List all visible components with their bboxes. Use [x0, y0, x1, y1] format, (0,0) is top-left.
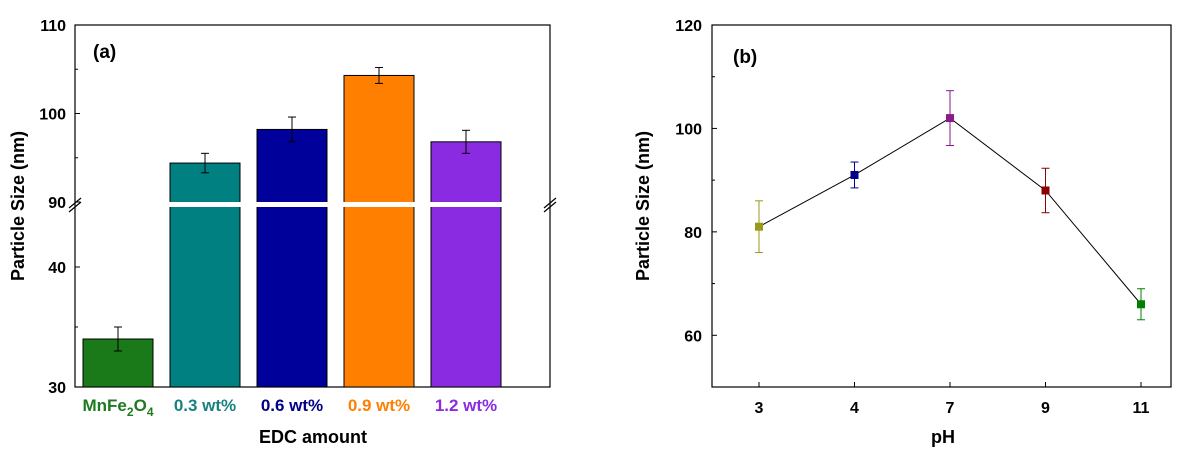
axis-break-mark-left-2	[68, 201, 82, 213]
bar-3	[343, 74, 415, 388]
y-tick-label-4: 40	[48, 260, 66, 277]
panel-a-label: (a)	[93, 42, 116, 63]
data-point-3	[1041, 186, 1050, 195]
data-point-1	[850, 170, 859, 179]
panel-a-axis-break	[68, 197, 557, 213]
x-tick-label-0: 3	[755, 400, 764, 417]
x-tick-label-2: 7	[946, 400, 955, 417]
x-category-label-3: 0.9 wt%	[348, 396, 410, 415]
y-tick-label-1: 100	[39, 107, 66, 124]
bar-4	[430, 141, 502, 388]
data-point-4	[1137, 300, 1145, 309]
data-point-2	[946, 114, 954, 123]
x-category-label-0: MnFe2O4	[83, 396, 154, 419]
panel-b-x-ticks: 3 4 7 9 11	[755, 382, 1150, 417]
y-tick-label-1: 80	[684, 225, 702, 242]
panel-b-error-bars	[755, 90, 1145, 321]
panel-a-error-bars	[114, 66, 470, 352]
y-tick-label-3: 30	[48, 380, 66, 397]
bar-2	[256, 128, 328, 388]
panel-b-points	[755, 114, 1145, 309]
x-category-label-4: 1.2 wt%	[435, 396, 497, 415]
panel-b-series-line	[758, 117, 1142, 305]
y-tick-label-0: 90	[48, 195, 66, 212]
axis-break-mark-left-1	[68, 197, 82, 209]
y-tick-label-2: 100	[675, 121, 702, 138]
panel-b-y-ticks: 60 80 100 120	[675, 18, 717, 345]
panel-a-y-axis-label: Particle Size (nm)	[8, 131, 28, 281]
x-tick-label-4: 11	[1133, 400, 1150, 417]
panel-b: 60 80 100 120 3 4 7 9 11 (b) pH Particle Size (…	[633, 18, 1172, 447]
x-category-label-2: 0.6 wt%	[261, 396, 323, 415]
panel-a-x-categories: MnFe2O4 0.3 wt% 0.6 wt% 0.9 wt% 1.2 wt%	[83, 396, 498, 419]
panel-a-x-axis-label: EDC amount	[259, 427, 367, 447]
y-tick-label-0: 60	[684, 328, 702, 345]
panel-b-label: (b)	[733, 47, 757, 68]
axis-break-mark-right-2	[543, 201, 557, 213]
x-tick-label-3: 9	[1041, 400, 1050, 417]
panel-b-x-axis-label: pH	[931, 427, 955, 447]
x-category-label-1: 0.3 wt%	[174, 396, 236, 415]
panel-b-plot-frame	[711, 24, 1172, 388]
axis-break-mark-right-1	[543, 197, 557, 209]
x-tick-label-1: 4	[850, 400, 859, 417]
panel-a-y-ticks: 90 100 110 30 40	[39, 18, 80, 397]
y-tick-label-2: 110	[40, 18, 66, 35]
data-point-0	[755, 222, 763, 231]
y-tick-label-3: 120	[675, 18, 702, 35]
panel-a-bars	[82, 74, 502, 388]
bar-1	[169, 162, 241, 388]
axis-break-gap	[76, 202, 549, 207]
panel-b-y-axis-label: Particle Size (nm)	[633, 131, 653, 281]
panel-a: 90 100 110 30 40 MnFe2O4 0.3 wt% 0.6 wt% 0.9 wt…	[8, 18, 557, 447]
